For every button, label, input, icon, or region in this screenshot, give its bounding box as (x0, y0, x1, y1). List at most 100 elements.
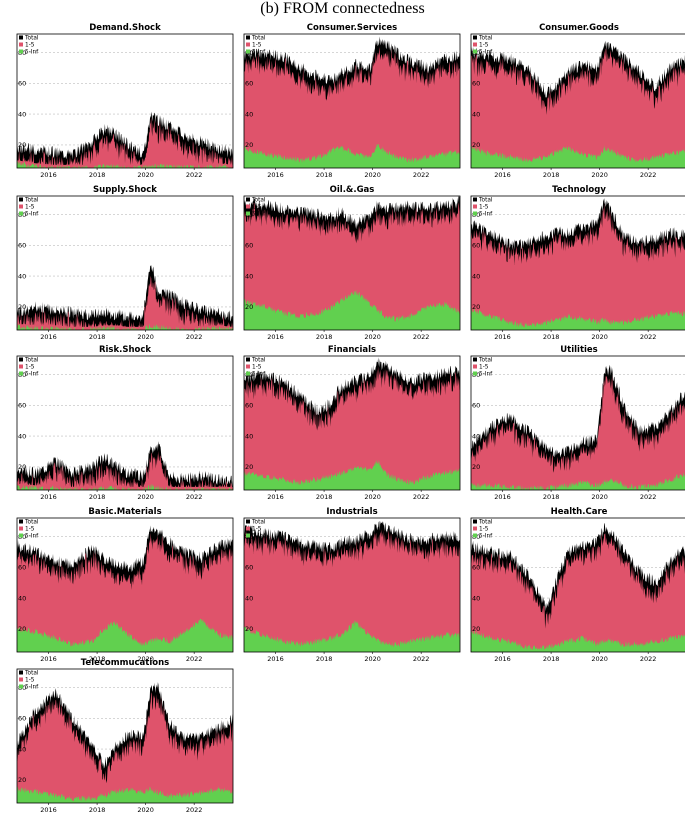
x-tick-label: 2018 (89, 655, 106, 663)
y-tick-label: 40 (472, 432, 480, 440)
legend-label: Total (24, 198, 39, 204)
legend-label: Total (478, 36, 493, 42)
y-tick-label: 60 (18, 402, 26, 410)
x-tick-label: 2018 (316, 493, 333, 501)
x-tick-label: 2016 (267, 493, 284, 501)
y-tick-label: 40 (472, 272, 480, 280)
x-tick-label: 2022 (413, 171, 430, 179)
y-tick-label: 20 (472, 141, 480, 149)
legend-swatch (246, 42, 250, 47)
y-tick-label: 40 (245, 432, 253, 440)
legend-label: 1-5 (479, 205, 489, 211)
series-area-5-inf (17, 786, 233, 803)
chart-panel-consumer-goods: Consumer.Goods204060802016201820202022To… (460, 20, 685, 181)
legend-label: Total (478, 198, 493, 204)
y-tick-label: 40 (18, 110, 26, 118)
series-area-5-inf (244, 620, 460, 652)
legend-label: 1-5 (252, 365, 262, 371)
plot-frame (470, 355, 685, 491)
legend-swatch (19, 519, 23, 524)
legend-swatch (19, 670, 23, 675)
y-tick-label: 20 (18, 141, 26, 149)
legend-label: 5-Inf (252, 212, 266, 218)
legend-label: 5-Inf (25, 212, 39, 218)
legend-swatch (19, 371, 23, 376)
chart-panel-demand-shock: Demand.Shock204060802016201820202022Tota… (6, 20, 235, 181)
x-tick-label: 2016 (40, 171, 57, 179)
chart-panel-consumer-services: Consumer.Services20406080201620182020202… (233, 20, 462, 181)
legend-swatch (19, 677, 23, 682)
y-tick-label: 60 (245, 402, 253, 410)
legend-swatch (19, 357, 23, 362)
legend-label: Total (24, 520, 39, 526)
chart-title: Industrials (326, 507, 377, 517)
chart-svg-industrials: Industrials204060802016201820202022Total… (243, 507, 461, 663)
x-tick-label: 2018 (89, 171, 106, 179)
legend-label: 1-5 (479, 527, 489, 533)
y-tick-label: 20 (18, 625, 26, 633)
y-tick-label: 60 (472, 242, 480, 250)
y-tick-label: 40 (245, 272, 253, 280)
chart-svg-basic-materials: Basic.Materials204060802016201820202022T… (16, 507, 234, 663)
y-tick-label: 40 (18, 594, 26, 602)
x-tick-label: 2020 (591, 171, 608, 179)
chart-title: Demand.Shock (89, 23, 161, 33)
plot-frame (470, 33, 685, 169)
series-area-5-inf (17, 618, 233, 652)
legend-swatch (19, 211, 23, 216)
x-tick-label: 2022 (640, 493, 657, 501)
x-tick-label: 2022 (640, 333, 657, 341)
chart-title: Basic.Materials (88, 507, 161, 517)
series-area-1-5 (17, 532, 233, 652)
x-tick-label: 2020 (591, 493, 608, 501)
series-area-5-inf (17, 160, 233, 168)
chart-panel-financials: Financials204060802016201820202022Total1… (233, 342, 462, 503)
x-tick-label: 2020 (137, 806, 154, 814)
plot-frame (243, 195, 461, 331)
chart-title: Technology (552, 185, 606, 195)
legend-swatch (246, 364, 250, 369)
chart-svg-technology: Technology204060802016201820202022Total1… (470, 185, 685, 341)
x-tick-label: 2022 (186, 171, 203, 179)
legend-swatch (246, 357, 250, 362)
chart-title: Consumer.Goods (539, 23, 619, 33)
x-tick-label: 2018 (543, 493, 560, 501)
legend-swatch (473, 211, 477, 216)
y-tick-label: 60 (18, 242, 26, 250)
legend-swatch (246, 197, 250, 202)
legend-label: 1-5 (479, 365, 489, 371)
series-area-5-inf (244, 143, 460, 168)
y-tick-label: 40 (245, 110, 253, 118)
legend-swatch (473, 197, 477, 202)
legend-label: 1-5 (252, 205, 262, 211)
legend-label: Total (251, 198, 266, 204)
chart-title: Health.Care (551, 507, 608, 517)
chart-title: Consumer.Services (307, 23, 397, 33)
y-tick-label: 20 (18, 463, 26, 471)
plot-frame (16, 517, 234, 653)
y-tick-label: 20 (472, 463, 480, 471)
y-tick-label: 20 (472, 303, 480, 311)
series-area-1-5 (244, 47, 460, 168)
series-area-1-5 (17, 275, 233, 330)
chart-svg-oil-gas: Oil.&.Gas204060802016201820202022Total1-… (243, 185, 461, 341)
x-tick-label: 2016 (40, 493, 57, 501)
x-tick-label: 2016 (267, 333, 284, 341)
chart-panel-risk-shock: Risk.Shock204060802016201820202022Total1… (6, 342, 235, 503)
y-tick-label: 20 (18, 303, 26, 311)
series-area-5-inf (244, 289, 460, 330)
chart-panel-technology: Technology204060802016201820202022Total1… (460, 182, 685, 343)
series-area-1-5 (471, 532, 685, 652)
legend-swatch (473, 519, 477, 524)
legend-swatch (19, 684, 23, 689)
x-tick-label: 2018 (89, 333, 106, 341)
legend-swatch (473, 204, 477, 209)
legend-label: 1-5 (25, 365, 35, 371)
